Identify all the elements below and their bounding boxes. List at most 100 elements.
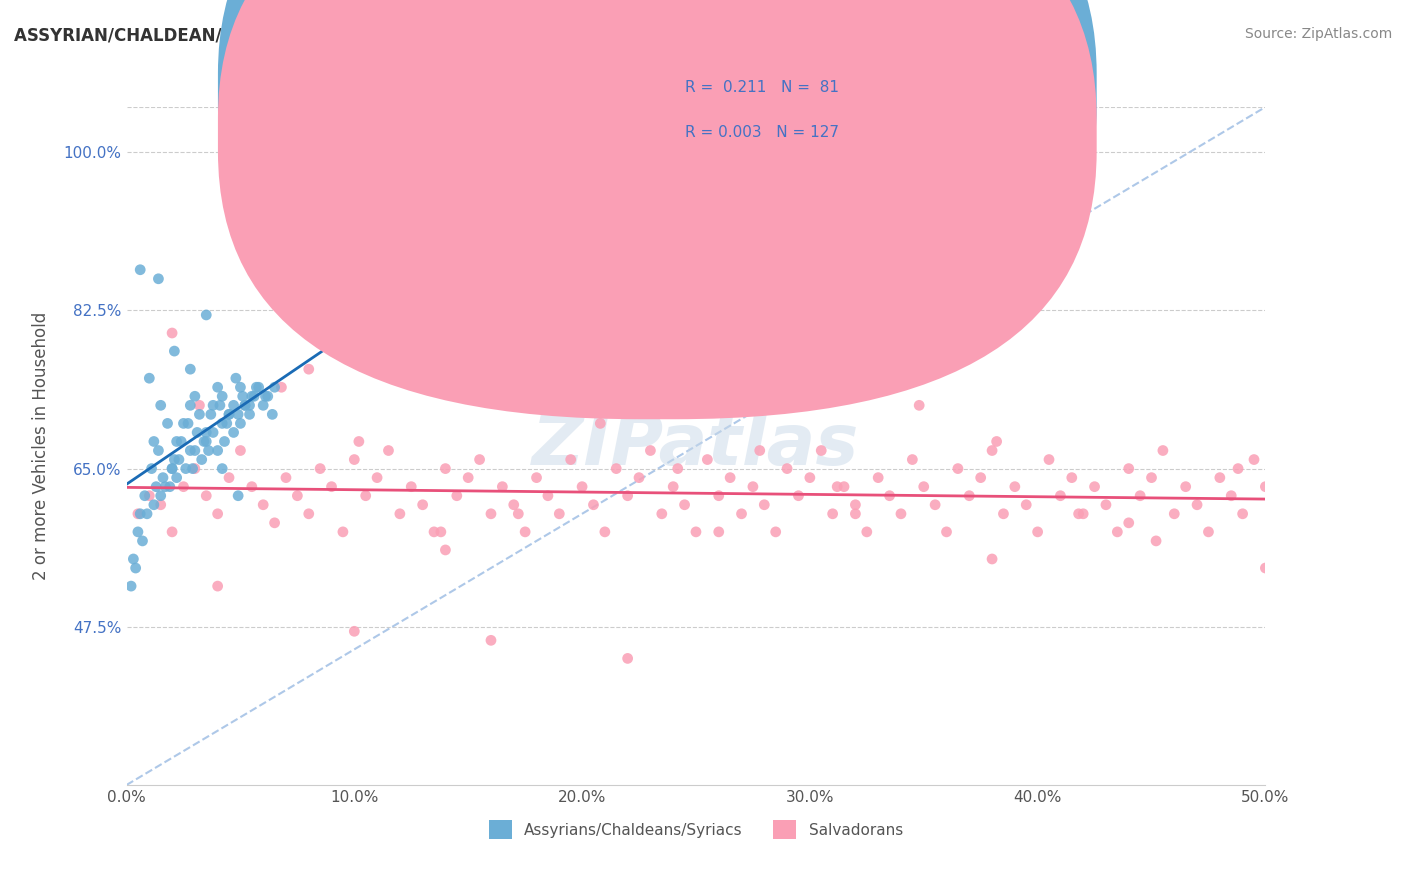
Point bbox=[457, 470, 479, 484]
Point bbox=[1071, 507, 1094, 521]
Point bbox=[986, 434, 1008, 449]
Point bbox=[589, 417, 612, 431]
Point bbox=[149, 398, 172, 412]
Point bbox=[252, 498, 274, 512]
Point bbox=[434, 543, 457, 558]
Point bbox=[138, 489, 160, 503]
Point bbox=[526, 470, 548, 484]
Point bbox=[696, 452, 718, 467]
Point bbox=[195, 434, 218, 449]
Point bbox=[200, 408, 222, 422]
Point bbox=[184, 443, 207, 458]
Point bbox=[582, 498, 605, 512]
Point bbox=[332, 524, 354, 539]
Text: R = 0.003   N = 127: R = 0.003 N = 127 bbox=[685, 125, 839, 139]
Point bbox=[993, 507, 1015, 521]
Point bbox=[142, 498, 165, 512]
Point bbox=[446, 489, 468, 503]
Point bbox=[548, 507, 571, 521]
Point bbox=[666, 461, 689, 475]
Point bbox=[129, 262, 152, 277]
Point bbox=[179, 443, 201, 458]
Point bbox=[571, 371, 593, 385]
Point bbox=[981, 552, 1004, 566]
Point bbox=[127, 524, 149, 539]
Point bbox=[1254, 480, 1277, 494]
Point bbox=[605, 461, 627, 475]
Point bbox=[1144, 533, 1167, 548]
Point bbox=[970, 470, 993, 484]
Point bbox=[160, 326, 183, 340]
Point bbox=[167, 452, 190, 467]
Point bbox=[748, 443, 770, 458]
Point bbox=[215, 417, 238, 431]
Legend: Assyrians/Chaldeans/Syriacs, Salvadorans: Assyrians/Chaldeans/Syriacs, Salvadorans bbox=[484, 814, 908, 845]
Point bbox=[957, 489, 980, 503]
Point bbox=[252, 398, 274, 412]
Point bbox=[799, 470, 821, 484]
Point bbox=[309, 461, 332, 475]
Point bbox=[211, 389, 233, 403]
Point bbox=[1095, 498, 1118, 512]
Point bbox=[195, 489, 218, 503]
Point bbox=[218, 408, 240, 422]
Point bbox=[401, 480, 423, 494]
Point bbox=[298, 362, 321, 376]
Point bbox=[120, 579, 142, 593]
Point bbox=[229, 443, 252, 458]
Text: R =  0.211   N =  81: R = 0.211 N = 81 bbox=[685, 80, 839, 95]
Point bbox=[354, 489, 377, 503]
Point bbox=[195, 308, 218, 322]
Point bbox=[136, 507, 159, 521]
Point bbox=[1209, 470, 1232, 484]
Point bbox=[1163, 507, 1185, 521]
Point bbox=[1185, 498, 1208, 512]
Point bbox=[879, 489, 901, 503]
Point bbox=[1026, 524, 1049, 539]
Point bbox=[1049, 489, 1071, 503]
Point bbox=[240, 389, 263, 403]
Point bbox=[188, 398, 211, 412]
Point bbox=[821, 507, 844, 521]
Point bbox=[1038, 452, 1060, 467]
Point bbox=[134, 489, 156, 503]
Point bbox=[810, 443, 832, 458]
Point bbox=[166, 434, 188, 449]
Point bbox=[184, 461, 207, 475]
Point bbox=[160, 461, 183, 475]
Point bbox=[197, 443, 219, 458]
Point bbox=[1220, 489, 1243, 503]
Point bbox=[190, 452, 212, 467]
Point bbox=[148, 272, 170, 286]
Point bbox=[468, 452, 491, 467]
Point bbox=[366, 470, 388, 484]
Point bbox=[912, 480, 935, 494]
Point bbox=[508, 507, 530, 521]
Point bbox=[229, 417, 252, 431]
Point bbox=[1198, 524, 1220, 539]
Point bbox=[238, 398, 260, 412]
Text: Source: ZipAtlas.com: Source: ZipAtlas.com bbox=[1244, 27, 1392, 41]
Point bbox=[225, 371, 247, 385]
Point bbox=[124, 561, 146, 575]
Point bbox=[148, 443, 170, 458]
Point bbox=[172, 480, 194, 494]
Point bbox=[1232, 507, 1254, 521]
Point bbox=[855, 524, 877, 539]
Point bbox=[218, 408, 240, 422]
Point bbox=[1174, 480, 1197, 494]
Point bbox=[1254, 561, 1277, 575]
Point bbox=[207, 380, 229, 394]
Point bbox=[430, 524, 453, 539]
Point bbox=[868, 470, 890, 484]
Point bbox=[412, 498, 434, 512]
Point bbox=[202, 398, 225, 412]
Point bbox=[174, 461, 197, 475]
Point bbox=[423, 524, 446, 539]
Y-axis label: 2 or more Vehicles in Household: 2 or more Vehicles in Household bbox=[32, 312, 49, 580]
Point bbox=[195, 425, 218, 440]
Text: ZIPatlas: ZIPatlas bbox=[533, 411, 859, 481]
Point bbox=[270, 380, 292, 394]
Point bbox=[742, 480, 765, 494]
Point bbox=[193, 434, 215, 449]
